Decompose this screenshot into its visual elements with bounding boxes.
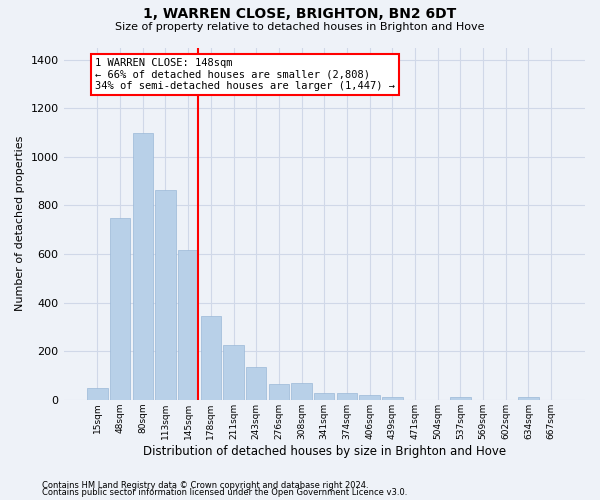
Text: 1 WARREN CLOSE: 148sqm
← 66% of detached houses are smaller (2,808)
34% of semi-: 1 WARREN CLOSE: 148sqm ← 66% of detached… (95, 58, 395, 92)
Text: Size of property relative to detached houses in Brighton and Hove: Size of property relative to detached ho… (115, 22, 485, 32)
Text: Contains public sector information licensed under the Open Government Licence v3: Contains public sector information licen… (42, 488, 407, 497)
Bar (246, 367, 266, 400)
X-axis label: Distribution of detached houses by size in Brighton and Hove: Distribution of detached houses by size … (143, 444, 506, 458)
Bar (337, 392, 357, 400)
Bar (133, 132, 153, 400)
Text: Contains HM Land Registry data © Crown copyright and database right 2024.: Contains HM Land Registry data © Crown c… (42, 480, 368, 490)
Bar (359, 395, 380, 400)
Bar (178, 250, 199, 400)
Bar (87, 388, 107, 400)
Bar (314, 392, 334, 400)
Y-axis label: Number of detached properties: Number of detached properties (15, 136, 25, 312)
Bar (155, 190, 176, 400)
Bar (518, 397, 539, 400)
Text: 1, WARREN CLOSE, BRIGHTON, BN2 6DT: 1, WARREN CLOSE, BRIGHTON, BN2 6DT (143, 8, 457, 22)
Bar (110, 218, 130, 400)
Bar (269, 384, 289, 400)
Bar (223, 345, 244, 400)
Bar (200, 316, 221, 400)
Bar (382, 397, 403, 400)
Bar (292, 383, 312, 400)
Bar (450, 397, 470, 400)
